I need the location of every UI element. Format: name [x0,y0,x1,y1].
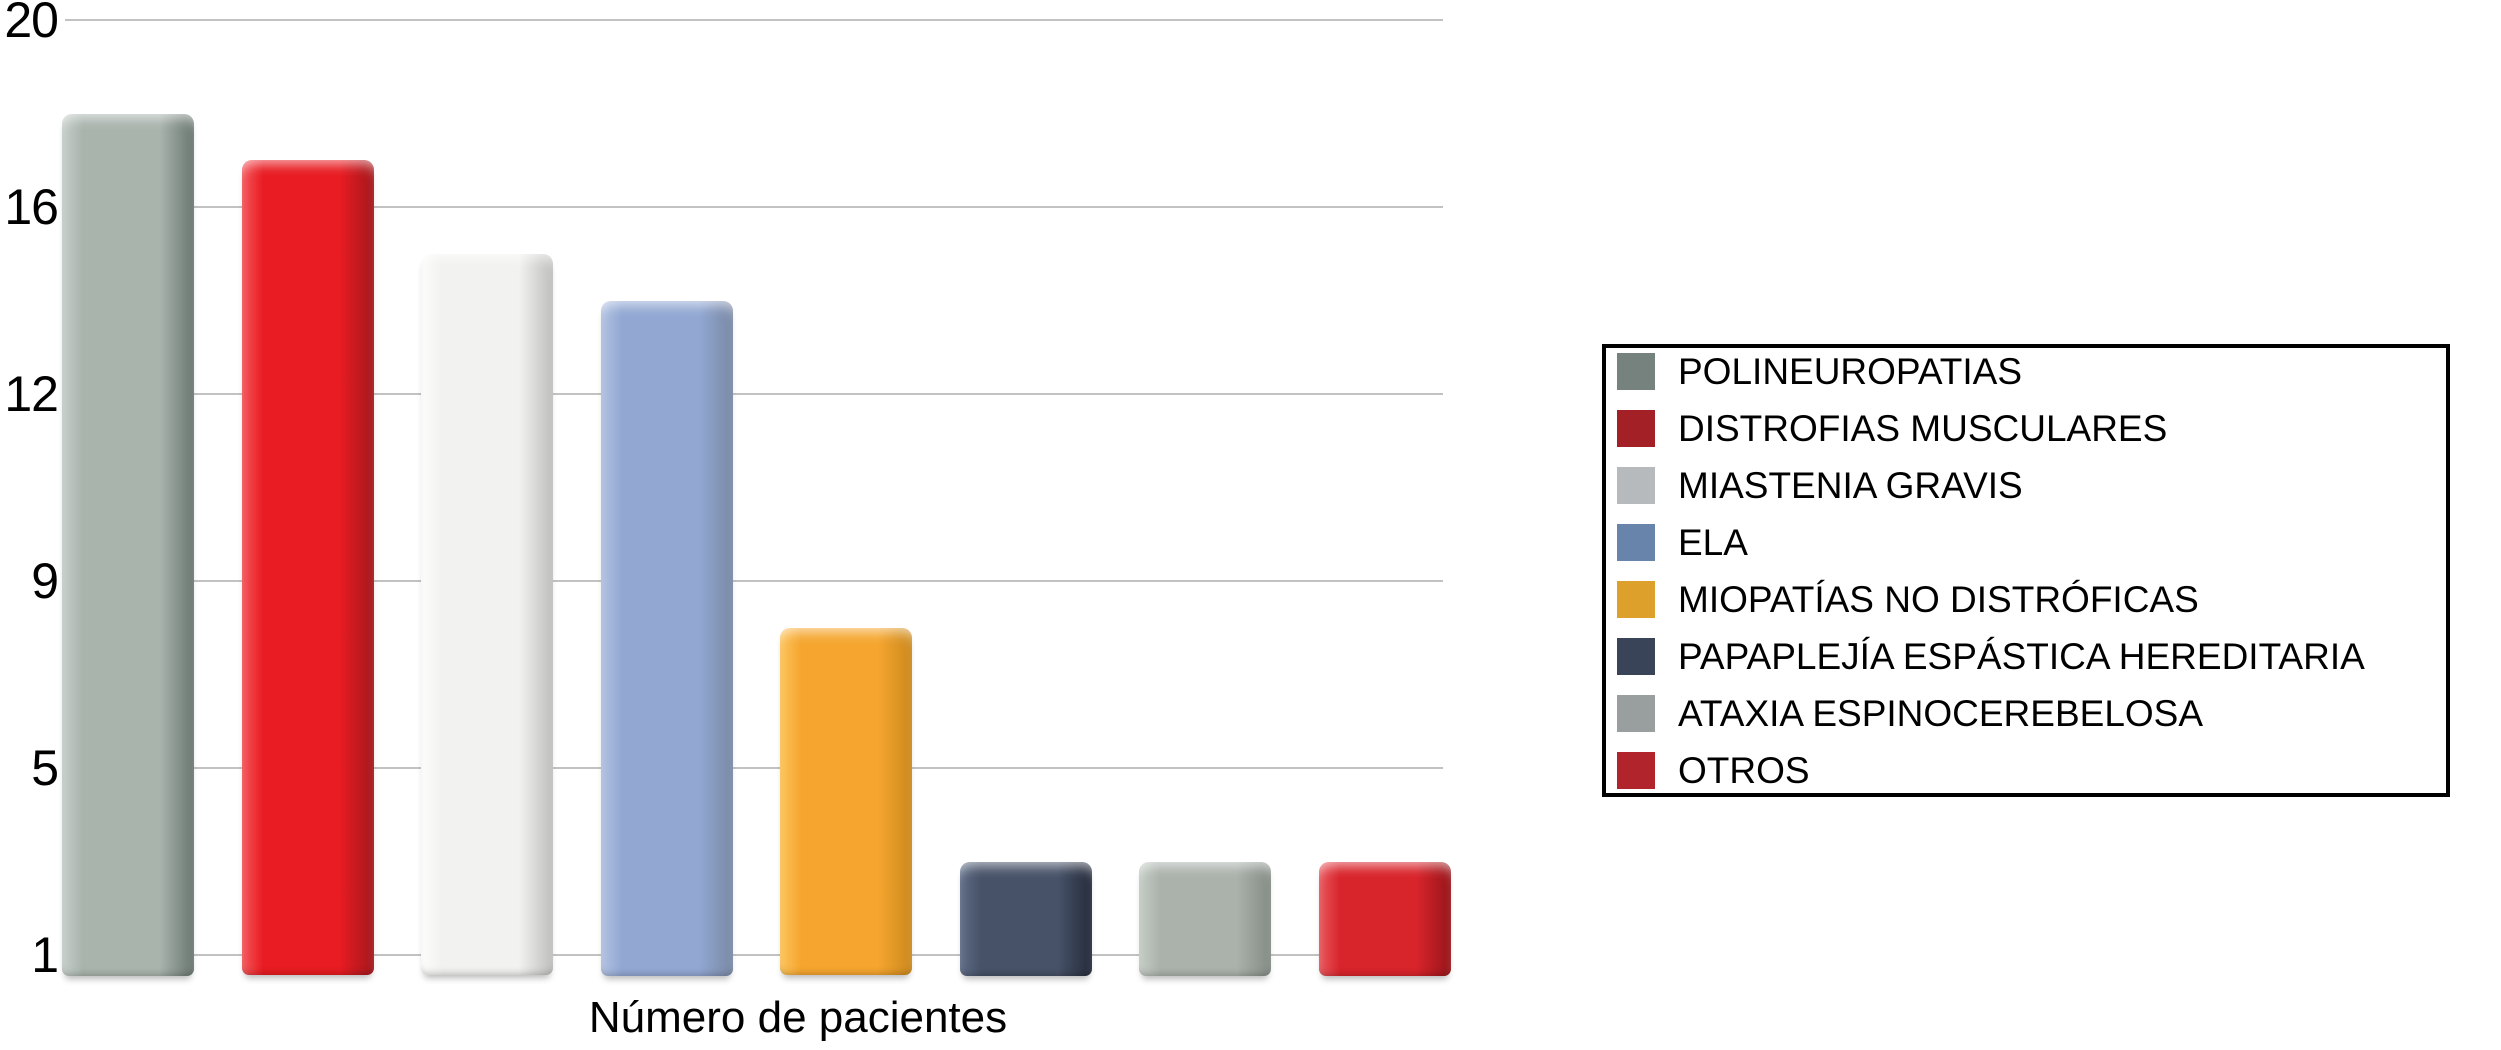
gridline-12 [65,393,1443,395]
gridline-5 [65,767,1443,769]
legend-item-distrofias-musculares: DISTROFIAS MUSCULARES [1617,407,2446,449]
legend-label: PAPAPLEJÍA ESPÁSTICA HEREDITARIA [1678,635,2365,677]
bar-ela [601,301,733,976]
gridline-16 [65,206,1443,208]
bar-otros [1319,862,1451,976]
legend-swatch-icon [1617,637,1655,675]
legend-swatch-icon [1617,466,1655,504]
bar-papaplejia-espastica-hereditaria [960,862,1092,976]
legend-label: MIASTENIA GRAVIS [1678,464,2023,506]
y-axis-tick-label-16: 16 [4,179,59,235]
legend-item-otros: OTROS [1617,749,2446,791]
legend-swatch-icon [1617,523,1655,561]
bar-ataxia-espinocerebelosa [1139,862,1271,976]
gridline-20 [65,19,1443,21]
legend-item-polineuropatias: POLINEUROPATIAS [1617,350,2446,392]
legend-label: DISTROFIAS MUSCULARES [1678,407,2168,449]
legend-item-papaplejia-espastica-hereditaria: PAPAPLEJÍA ESPÁSTICA HEREDITARIA [1617,635,2446,677]
legend: POLINEUROPATIAS DISTROFIAS MUSCULARES MIAS… [1602,344,2450,797]
bar-miastenia-gravis [421,254,553,975]
legend-label: ELA [1678,521,1748,563]
y-axis-tick-label-9: 9 [31,553,59,609]
legend-label: OTROS [1678,749,1810,791]
legend-label: POLINEUROPATIAS [1678,350,2023,392]
legend-swatch-icon [1617,694,1655,732]
legend-item-miopatias-no-distroficas: MIOPATÍAS NO DISTRÓFICAS [1617,578,2446,620]
bar-polineuropatias [62,114,194,976]
legend-item-ataxia-espinocerebelosa: ATAXIA ESPINOCEREBELOSA [1617,692,2446,734]
y-axis-tick-label-1: 1 [31,927,59,983]
y-axis-tick-label-20: 20 [4,0,59,48]
y-axis-tick-label-5: 5 [31,740,59,796]
legend-swatch-icon [1617,409,1655,447]
legend-label: MIOPATÍAS NO DISTRÓFICAS [1678,578,2199,620]
gridline-1 [65,954,1443,956]
legend-swatch-icon [1617,352,1655,390]
y-axis-tick-label-12: 12 [4,366,59,422]
legend-swatch-icon [1617,751,1655,789]
gridline-9 [65,580,1443,582]
legend-label: ATAXIA ESPINOCEREBELOSA [1678,692,2204,734]
bar-distrofias-musculares [242,160,374,975]
bar-miopatias-no-distroficas [780,628,912,975]
legend-swatch-icon [1617,580,1655,618]
legend-item-ela: ELA [1617,521,2446,563]
legend-item-miastenia-gravis: MIASTENIA GRAVIS [1617,464,2446,506]
x-axis-title: Número de pacientes [588,993,1008,1042]
